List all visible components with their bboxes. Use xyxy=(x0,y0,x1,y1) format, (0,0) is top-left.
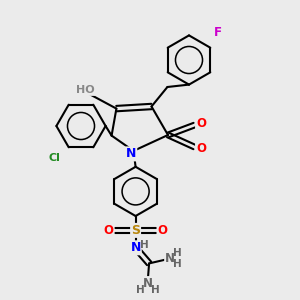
Text: N: N xyxy=(142,277,153,290)
Text: Cl: Cl xyxy=(49,153,61,164)
Text: H: H xyxy=(136,285,145,296)
Text: O: O xyxy=(158,224,168,237)
Text: H: H xyxy=(172,248,182,259)
Text: S: S xyxy=(131,224,140,237)
Text: F: F xyxy=(214,26,221,39)
Text: N: N xyxy=(165,252,175,266)
Text: O: O xyxy=(103,224,114,237)
Text: N: N xyxy=(130,241,141,254)
Text: O: O xyxy=(196,142,206,155)
Text: H: H xyxy=(151,285,160,296)
Text: O: O xyxy=(196,117,206,130)
Text: N: N xyxy=(126,147,136,161)
Text: HO: HO xyxy=(76,85,95,95)
Text: H: H xyxy=(172,259,182,269)
Text: H: H xyxy=(140,240,148,250)
